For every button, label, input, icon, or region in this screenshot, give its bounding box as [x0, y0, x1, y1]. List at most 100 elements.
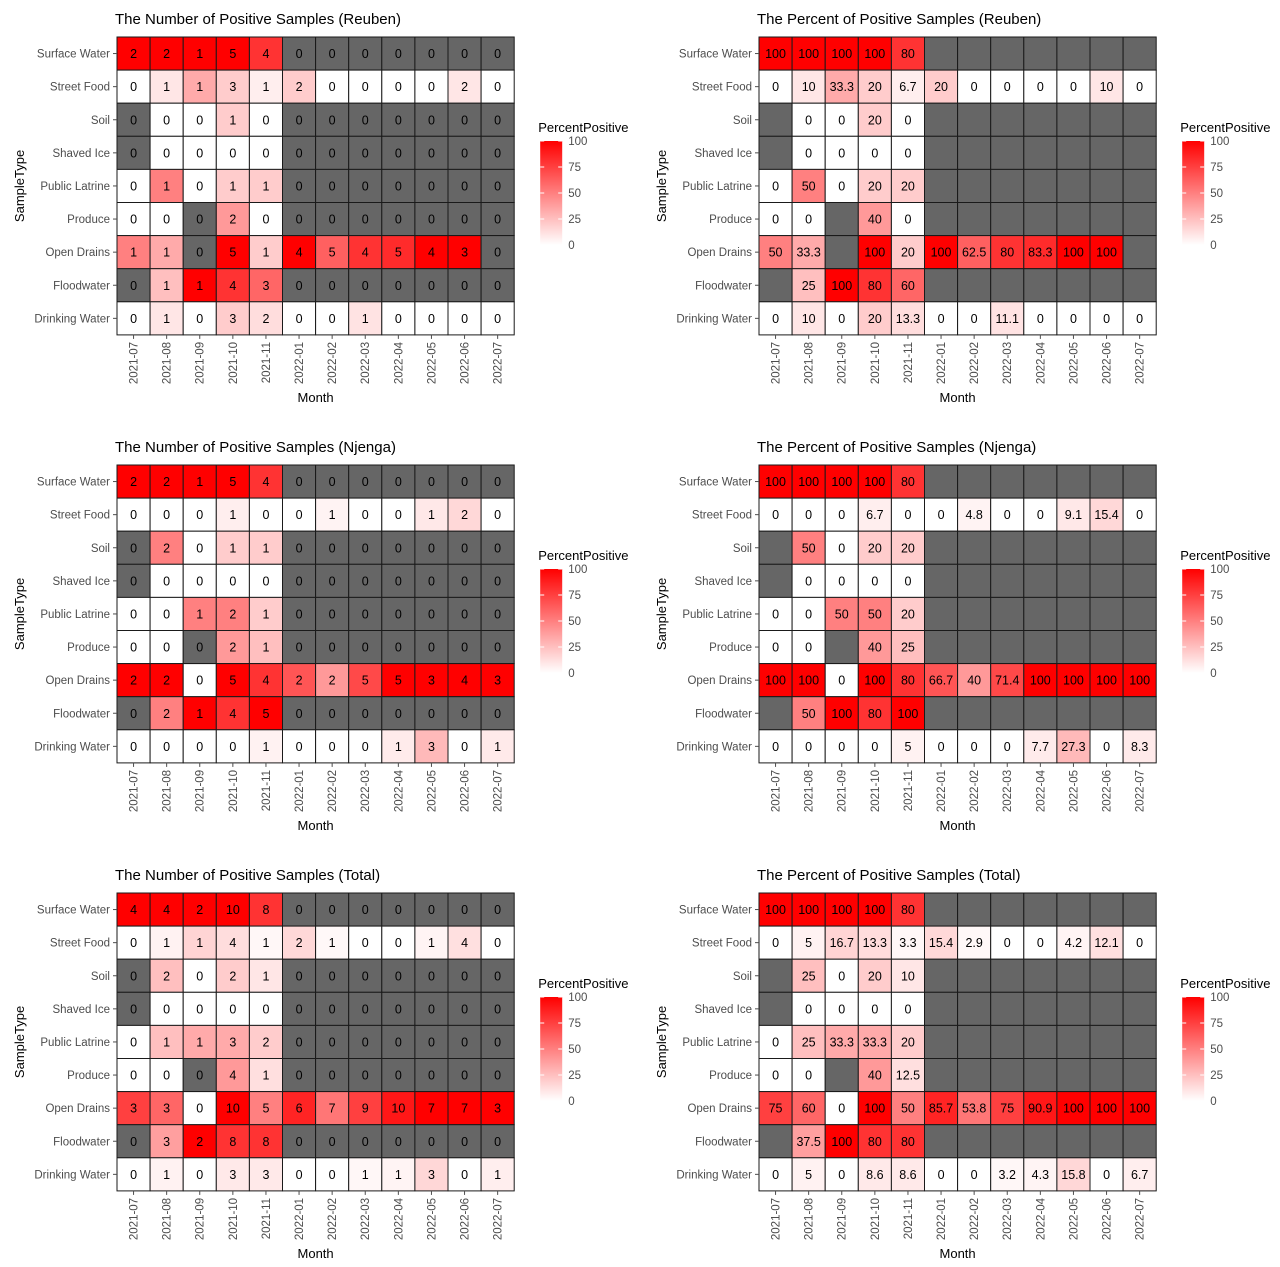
heatmap-cell — [149, 729, 184, 764]
heatmap-cell — [957, 892, 992, 927]
cell-label: 0 — [395, 508, 402, 522]
heatmap-cell — [149, 596, 184, 632]
cell-label: 0 — [296, 1035, 303, 1049]
cell-label: 0 — [772, 1069, 779, 1083]
cell-label: 100 — [1030, 674, 1051, 688]
cell-label: 0 — [805, 508, 812, 522]
heatmap-cell — [1023, 168, 1058, 203]
y-axis-title: SampleType — [654, 578, 669, 650]
heatmap-cell — [924, 202, 959, 237]
legend-tick-label: 25 — [1210, 642, 1223, 654]
heatmap-cell — [480, 235, 515, 270]
cell-label: 0 — [130, 179, 137, 193]
cell-label: 0 — [461, 179, 468, 193]
cell-label: 9 — [362, 1102, 369, 1116]
cell-label: 0 — [805, 113, 812, 127]
cell-label: 0 — [329, 312, 336, 326]
cell-label: 0 — [838, 541, 845, 555]
cell-label: 0 — [362, 1069, 369, 1083]
heatmap-cell — [1122, 991, 1157, 1026]
heatmap-cell — [1089, 925, 1124, 960]
cell-label: 0 — [130, 541, 137, 555]
heatmap-cell — [282, 235, 317, 270]
cell-label: 0 — [428, 1135, 435, 1149]
heatmap-cell — [1056, 958, 1091, 993]
legend-tick-label: 100 — [568, 992, 587, 1004]
heatmap-cell — [149, 1091, 184, 1126]
legend-tick-label: 75 — [568, 590, 581, 602]
x-tick-label: 2022-02 — [969, 1198, 981, 1240]
x-tick-label: 2022-07 — [493, 342, 505, 384]
x-tick-label: 2022-01 — [936, 342, 948, 384]
cell-label: 3 — [163, 1135, 170, 1149]
cell-label: 100 — [798, 475, 819, 489]
cell-label: 0 — [461, 213, 468, 227]
heatmap-cell — [447, 1091, 482, 1126]
cell-label: 0 — [838, 740, 845, 754]
heatmap-cell — [957, 464, 992, 499]
heatmap-cell — [890, 36, 926, 71]
heatmap-cell — [1122, 596, 1157, 632]
x-tick-label: 2022-04 — [1035, 1197, 1047, 1240]
cell-label: 0 — [395, 969, 402, 983]
heatmap-cell — [990, 530, 1025, 565]
cell-label: 2 — [296, 674, 303, 688]
cell-label: 0 — [196, 541, 203, 555]
cell-label: 7 — [461, 1102, 468, 1116]
cell-label: 0 — [494, 146, 501, 160]
heatmap-cell — [924, 663, 959, 698]
cell-label: 0 — [805, 574, 812, 588]
cell-label: 1 — [262, 740, 269, 754]
cell-label: 7 — [428, 1102, 435, 1116]
cell-label: 0 — [329, 80, 336, 94]
cell-label: 0 — [1136, 508, 1143, 522]
x-tick-label: 2022-03 — [1002, 342, 1014, 384]
heatmap-cell — [480, 1157, 515, 1192]
heatmap-cell — [1056, 563, 1091, 598]
heatmap-cell — [248, 729, 283, 764]
cell-label: 5 — [805, 1168, 812, 1182]
y-tick-label: Produce — [709, 1070, 752, 1082]
cell-label: 1 — [229, 541, 236, 555]
heatmap-cell — [957, 596, 992, 632]
legend-tick-label: 100 — [1210, 564, 1229, 576]
cell-label: 100 — [765, 47, 786, 61]
heatmap-cell — [1056, 497, 1091, 532]
heatmap-cell — [1056, 1024, 1091, 1060]
cell-label: 0 — [395, 641, 402, 655]
legend-tick-label: 25 — [1210, 1070, 1223, 1082]
heatmap-cell — [824, 69, 859, 104]
heatmap-cell — [1023, 696, 1058, 731]
heatmap-cell — [957, 563, 992, 598]
cell-label: 4 — [296, 246, 303, 260]
x-tick-label: 2022-01 — [294, 1198, 306, 1240]
cell-label: 0 — [296, 641, 303, 655]
heatmap-cell — [182, 1091, 217, 1126]
heatmap-cell — [480, 102, 515, 137]
cell-label: 0 — [362, 936, 369, 950]
cell-label: 100 — [1129, 674, 1150, 688]
heatmap-cell — [381, 69, 416, 104]
heatmap-cell — [1089, 1058, 1124, 1093]
heatmap-cell — [381, 1124, 416, 1159]
cell-label: 12.1 — [1094, 936, 1118, 950]
cell-label: 25 — [802, 969, 816, 983]
cell-label: 0 — [772, 179, 779, 193]
heatmap-cell — [1122, 563, 1157, 598]
heatmap-cell — [957, 497, 992, 532]
cell-label: 0 — [196, 146, 203, 160]
heatmap-cell — [149, 464, 184, 499]
cell-label: 0 — [163, 574, 170, 588]
heatmap-cell — [1023, 1091, 1058, 1126]
cell-label: 0 — [428, 179, 435, 193]
cell-label: 0 — [196, 1102, 203, 1116]
heatmap-cell — [215, 1058, 250, 1093]
heatmap-cell — [924, 958, 959, 993]
cell-label: 0 — [461, 146, 468, 160]
legend-title: PercentPositive — [538, 548, 628, 563]
x-tick-label: 2022-04 — [393, 1197, 405, 1240]
y-tick-label: Floodwater — [53, 280, 110, 292]
cell-label: 50 — [835, 607, 849, 621]
heatmap-cell — [381, 563, 416, 598]
cell-label: 0 — [1136, 80, 1143, 94]
